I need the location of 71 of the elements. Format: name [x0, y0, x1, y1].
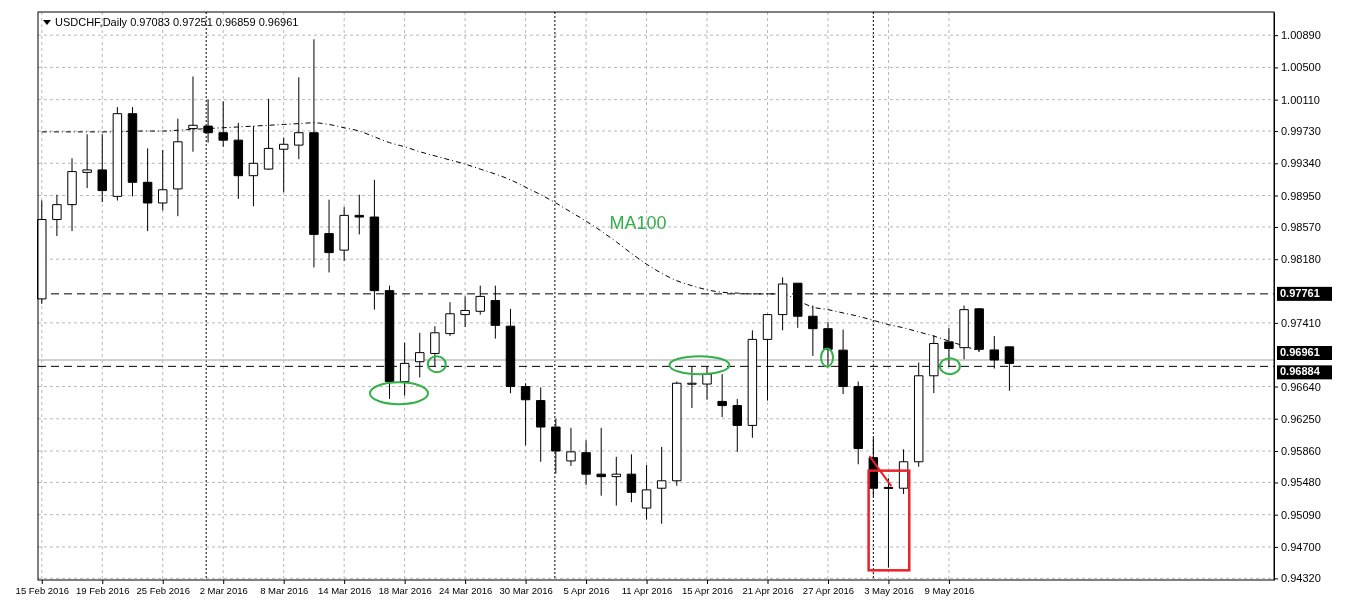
- annotation: MA100: [609, 212, 667, 233]
- candlestick: [535, 386, 546, 463]
- candlestick: [656, 446, 667, 525]
- candlestick: [142, 147, 153, 232]
- candlestick: [853, 381, 863, 465]
- candlestick: [551, 418, 561, 474]
- chart-title: USDCHF,Daily 0.97083 0.97251 0.96859 0.96961: [55, 16, 299, 28]
- candlestick: [97, 133, 107, 203]
- candlestick: [67, 157, 77, 232]
- y-tick-label: 0.94320: [1281, 572, 1321, 585]
- y-tick-label: 1.00890: [1281, 29, 1321, 42]
- ref-line-label: 0.96961: [1280, 345, 1320, 358]
- x-tick-label: 27 Apr 2016: [802, 584, 855, 596]
- x-tick-label: 21 Apr 2016: [742, 584, 794, 596]
- candlestick: [626, 453, 637, 503]
- y-tick-label: 0.95860: [1281, 445, 1321, 458]
- y-tick-label: 0.94700: [1281, 540, 1321, 553]
- x-tick-label: 2 Mar 2016: [199, 584, 248, 596]
- y-tick-label: 0.97410: [1281, 316, 1321, 329]
- y-tick-label: 0.99730: [1281, 125, 1321, 138]
- x-tick-label: 9 May 2016: [924, 584, 975, 596]
- candlestick: [354, 194, 365, 235]
- candlestick: [460, 295, 470, 328]
- x-tick-label: 18 Mar 2016: [378, 584, 432, 596]
- candlestick: [52, 194, 62, 237]
- candlestick: [520, 382, 531, 446]
- y-tick-label: 1.00110: [1281, 93, 1320, 106]
- candlestick: [82, 133, 92, 189]
- ref-line-label: 0.97761: [1280, 286, 1320, 299]
- y-tick-label: 0.98570: [1281, 220, 1321, 233]
- candlestick: [505, 308, 516, 394]
- x-tick-label: 25 Feb 2016: [136, 584, 190, 596]
- candlestick: [339, 206, 349, 262]
- y-tick-label: 1.00500: [1281, 61, 1321, 74]
- candlestick: [808, 305, 818, 357]
- candlestick: [581, 439, 591, 486]
- x-tick-label: 19 Feb 2016: [76, 584, 130, 596]
- candlestick: [309, 38, 319, 268]
- x-tick-label: 30 Mar 2016: [499, 584, 553, 596]
- candlestick: [823, 321, 833, 369]
- x-tick-label: 8 Mar 2016: [260, 584, 309, 596]
- candlestick: [158, 149, 168, 211]
- candlestick: [717, 373, 727, 418]
- candlestick: [672, 381, 682, 487]
- y-tick-label: 0.96250: [1281, 412, 1321, 425]
- y-tick-label: 0.96640: [1281, 380, 1321, 393]
- candlestick: [324, 199, 334, 273]
- candlestick: [611, 456, 622, 507]
- candlestick: [566, 427, 576, 467]
- x-tick-label: 5 Apr 2016: [563, 584, 610, 596]
- candlestick: [445, 301, 455, 337]
- candlestick: [641, 464, 652, 521]
- candlestick: [399, 342, 410, 397]
- x-tick-label: 15 Apr 2016: [681, 584, 734, 596]
- candlestick: [777, 276, 788, 331]
- x-tick-label: 14 Mar 2016: [317, 584, 372, 596]
- candlestick: [883, 477, 894, 569]
- y-tick-label: 0.95090: [1281, 508, 1321, 521]
- y-tick-label: 0.98950: [1281, 189, 1321, 202]
- candlestick: [248, 125, 259, 207]
- y-tick-label: 0.99340: [1281, 157, 1321, 170]
- candlestick: [732, 398, 742, 453]
- candlestick: [596, 427, 606, 497]
- y-tick-label: 0.98180: [1281, 253, 1321, 266]
- x-tick-label: 3 May 2016: [864, 584, 914, 596]
- x-tick-label: 11 Apr 2016: [621, 584, 673, 596]
- ref-line-label: 0.96884: [1280, 365, 1321, 378]
- x-tick-label: 15 Feb 2016: [15, 584, 69, 596]
- candlestick: [278, 137, 289, 193]
- x-tick-label: 24 Mar 2016: [438, 584, 493, 596]
- y-tick-label: 0.95480: [1281, 476, 1321, 489]
